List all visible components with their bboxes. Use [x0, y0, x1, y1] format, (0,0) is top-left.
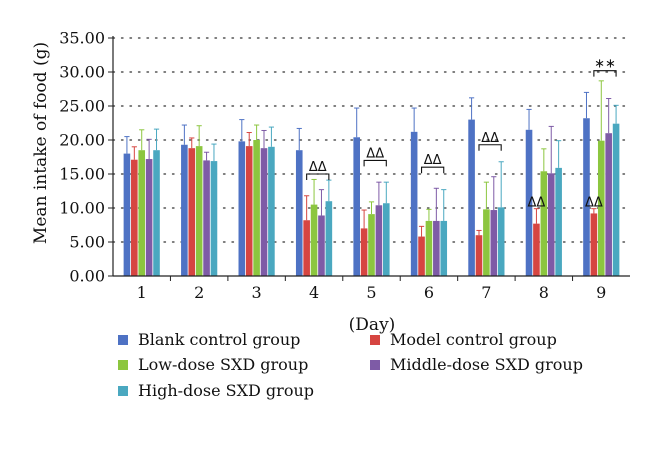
bar: [497, 207, 505, 276]
significance-bracket: [420, 166, 445, 174]
y-tick-label: 5.00: [69, 233, 105, 252]
significance-label: ∗∗: [594, 57, 616, 72]
bar: [260, 148, 268, 276]
legend-label: Middle-dose SXD group: [390, 355, 583, 374]
significance-label: ΔΔ: [309, 160, 327, 175]
bar: [540, 171, 548, 276]
x-tick-label: 9: [596, 283, 606, 302]
legend-swatch: [118, 360, 128, 370]
annotations: ΔΔ ΔΔ ΔΔ ΔΔ ΔΔ ΔΔ ∗∗: [306, 57, 617, 211]
bar: [597, 140, 605, 276]
legend-item: High-dose SXD group: [118, 381, 314, 400]
legend-item: Model control group: [370, 330, 557, 349]
bar: [490, 210, 498, 276]
bar: [368, 214, 375, 276]
significance-label: ΔΔ: [528, 196, 546, 211]
bar: [325, 201, 333, 276]
y-tick-label: 30.00: [59, 63, 105, 82]
x-tick-label: 8: [539, 283, 549, 302]
legend-item: Middle-dose SXD group: [370, 355, 583, 374]
significance-label: ΔΔ: [366, 146, 384, 161]
bar: [268, 146, 275, 276]
legend-swatch: [118, 386, 128, 396]
error-bars: [124, 80, 619, 237]
y-tick-label: 35.00: [59, 29, 105, 48]
legend-label: Low-dose SXD group: [138, 355, 308, 374]
bar: [433, 220, 440, 276]
bar: [303, 220, 310, 276]
y-tick-label: 20.00: [59, 131, 105, 150]
significance-bracket: [593, 70, 617, 77]
bar: [245, 146, 253, 276]
bar: [210, 161, 218, 276]
bar: [318, 215, 325, 276]
x-tick-label: 6: [424, 283, 434, 302]
bar: [547, 173, 555, 276]
significance-bracket: [306, 173, 330, 180]
bar: [353, 137, 360, 276]
bar: [533, 223, 540, 276]
legend-label: Blank control group: [138, 330, 300, 349]
significance-bracket: [363, 159, 387, 167]
bar: [203, 160, 210, 276]
bar: [238, 141, 246, 276]
bar: [425, 220, 433, 276]
x-tick-label: 3: [252, 283, 262, 302]
significance-label: ΔΔ: [481, 131, 499, 146]
significance-label: ΔΔ: [424, 153, 442, 168]
y-tick-label: 25.00: [59, 97, 105, 116]
bar: [181, 144, 188, 276]
bar: [383, 203, 390, 276]
legend-label: Model control group: [390, 330, 557, 349]
legend-swatch: [370, 360, 380, 370]
bar: [475, 235, 483, 276]
legend-item: Blank control group: [118, 330, 300, 349]
y-tick-label: 0.00: [69, 267, 105, 286]
x-tick-label: 1: [137, 283, 147, 302]
x-axis: 1 2 3 4 5 6 7 8 9: [113, 275, 630, 302]
x-tick-label: 7: [481, 283, 491, 302]
bar: [131, 159, 138, 276]
x-tick-label: 2: [194, 283, 204, 302]
bar: [612, 123, 620, 277]
bar: [153, 150, 160, 276]
bar: [253, 140, 260, 276]
y-tick-label: 15.00: [59, 165, 105, 184]
bars: [123, 118, 620, 277]
bar: [123, 153, 131, 276]
bar: [468, 119, 475, 276]
x-axis-title: (Day): [349, 315, 396, 335]
bar: [590, 213, 598, 276]
bar: [295, 150, 303, 276]
bar: [310, 204, 318, 276]
bar: [583, 118, 590, 277]
legend-item: Low-dose SXD group: [118, 355, 308, 374]
y-tick-label: 10.00: [59, 199, 105, 218]
bar: [605, 133, 612, 276]
legend-swatch: [118, 335, 128, 345]
bar: [410, 131, 418, 276]
bar: [555, 167, 562, 276]
x-tick-label: 4: [309, 283, 319, 302]
y-axis-title: Mean intake of food (g): [31, 42, 51, 244]
bar: [195, 146, 203, 276]
bar: [375, 205, 383, 276]
bar: [525, 129, 533, 276]
legend: Blank control group Model control group Lo…: [118, 330, 583, 400]
legend-label: High-dose SXD group: [138, 381, 314, 400]
bar: [360, 228, 368, 276]
bar: [418, 236, 425, 276]
legend-swatch: [370, 335, 380, 345]
bar: [188, 148, 196, 276]
bar: [440, 220, 448, 276]
bar: [138, 150, 146, 276]
significance-bracket: [478, 144, 502, 151]
bar: [483, 209, 490, 276]
y-axis: 0.00 5.00 10.00 15.00 20.00 25.00 30.00 35.00: [59, 29, 114, 286]
x-tick-label: 5: [366, 283, 376, 302]
significance-label: ΔΔ: [585, 196, 603, 211]
bar: [145, 159, 153, 276]
